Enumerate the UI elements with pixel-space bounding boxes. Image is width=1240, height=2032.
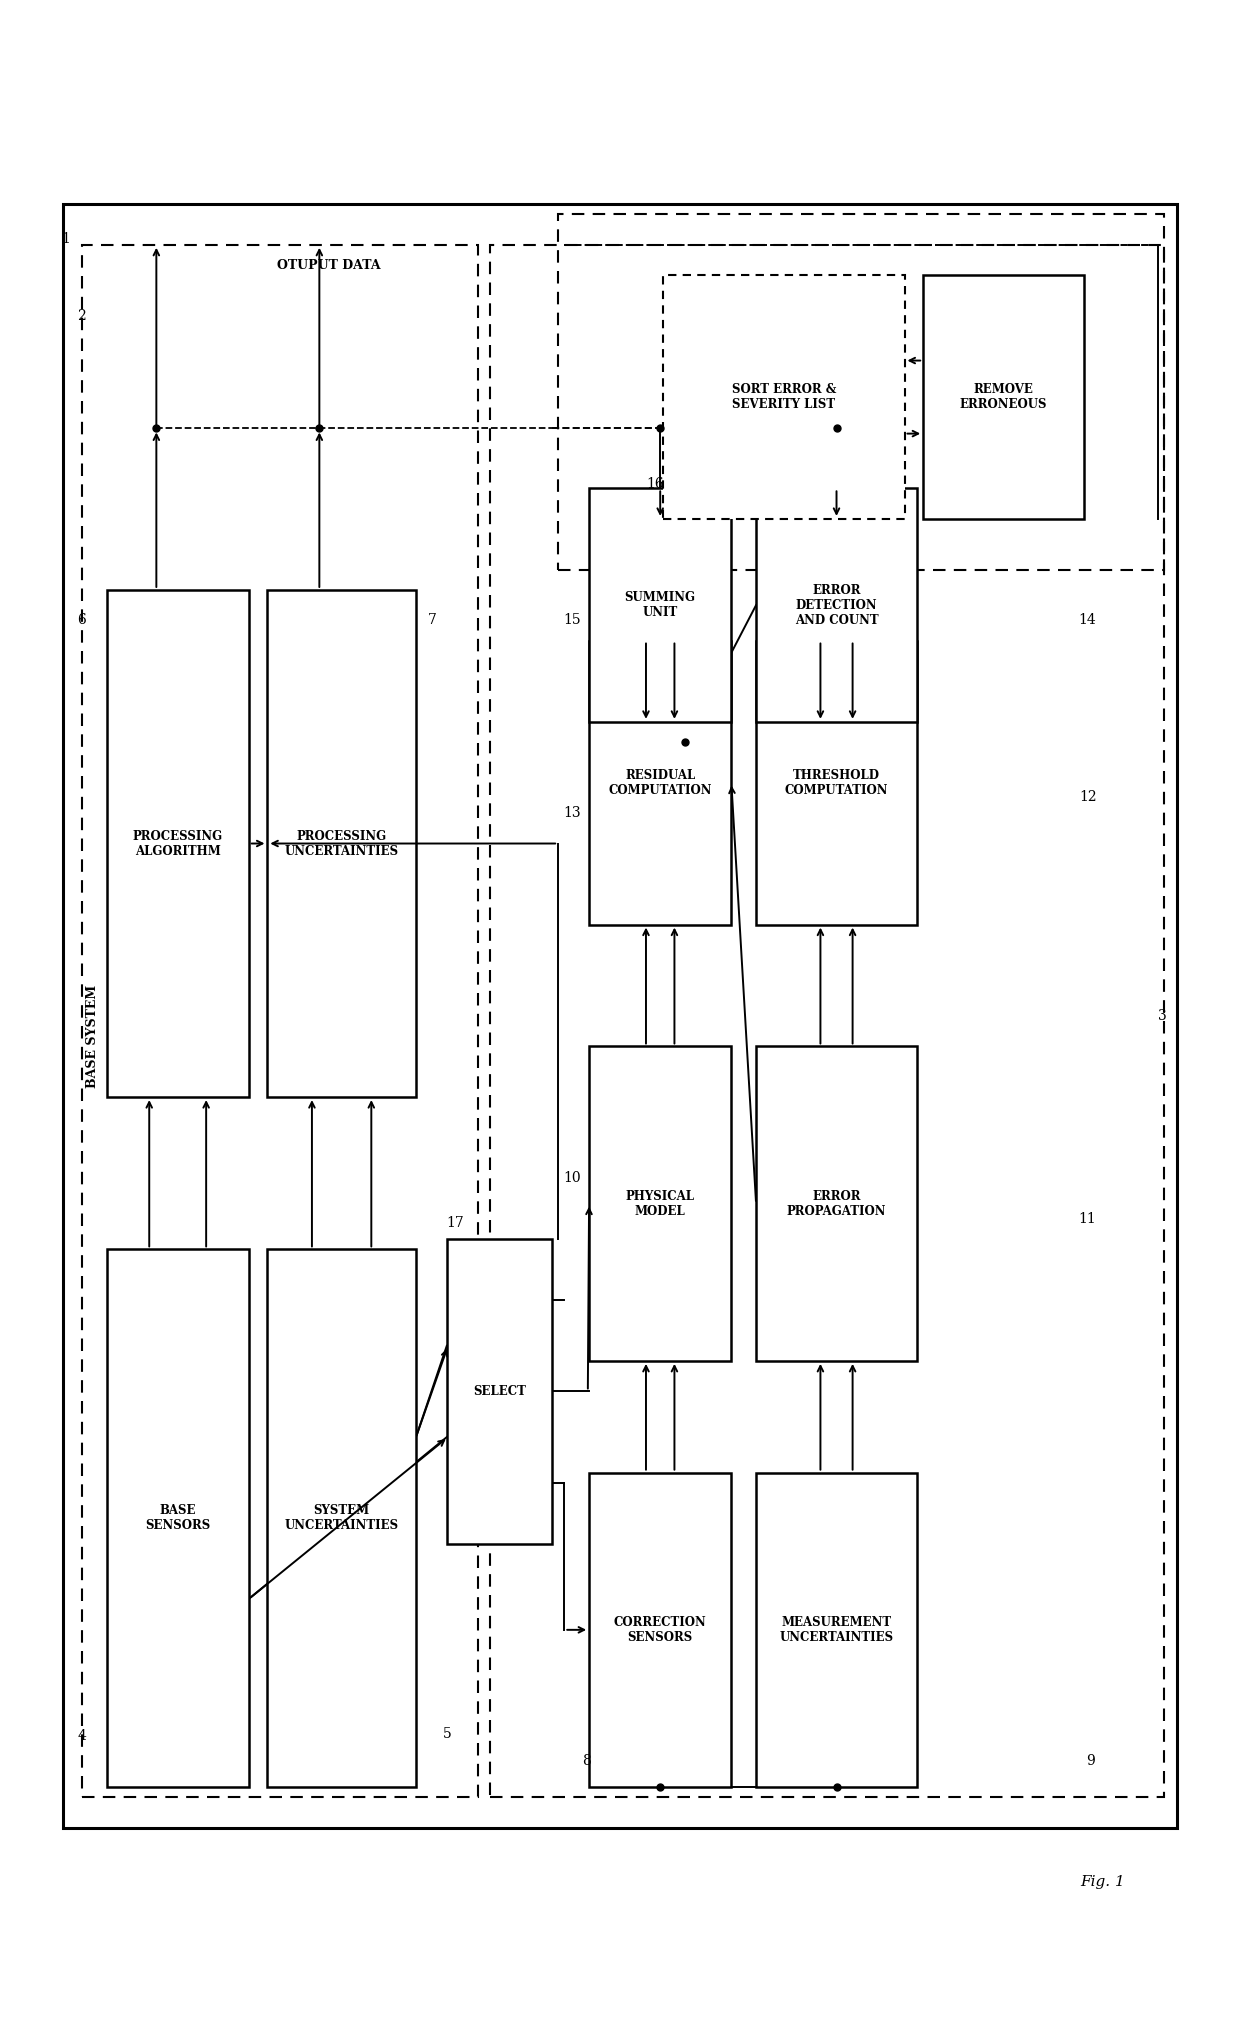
- Text: REMOVE
ERRONEOUS: REMOVE ERRONEOUS: [960, 384, 1048, 410]
- Text: 1: 1: [61, 232, 71, 246]
- Text: SUMMING
UNIT: SUMMING UNIT: [625, 591, 696, 620]
- Text: 14: 14: [1079, 614, 1096, 628]
- Text: Fig. 1: Fig. 1: [1080, 1876, 1125, 1890]
- Text: 8: 8: [583, 1754, 591, 1768]
- Text: 4: 4: [77, 1729, 87, 1743]
- FancyBboxPatch shape: [756, 1473, 916, 1786]
- Text: 7: 7: [428, 614, 436, 628]
- FancyBboxPatch shape: [589, 1473, 732, 1786]
- FancyBboxPatch shape: [756, 1046, 916, 1361]
- FancyBboxPatch shape: [756, 488, 916, 721]
- Text: ERROR
PROPAGATION: ERROR PROPAGATION: [786, 1189, 887, 1217]
- Text: SELECT: SELECT: [472, 1386, 526, 1398]
- Text: 3: 3: [1157, 1010, 1167, 1022]
- Text: 16: 16: [646, 478, 663, 492]
- FancyBboxPatch shape: [63, 205, 1177, 1827]
- Text: PHYSICAL
MODEL: PHYSICAL MODEL: [626, 1189, 694, 1217]
- Text: BASE
SENSORS: BASE SENSORS: [145, 1504, 211, 1532]
- FancyBboxPatch shape: [923, 274, 1084, 518]
- FancyBboxPatch shape: [756, 640, 916, 925]
- Text: BASE SYSTEM: BASE SYSTEM: [87, 986, 99, 1087]
- Text: 17: 17: [446, 1215, 464, 1229]
- FancyBboxPatch shape: [589, 488, 732, 721]
- FancyBboxPatch shape: [268, 1250, 415, 1786]
- FancyBboxPatch shape: [589, 640, 732, 925]
- Text: 11: 11: [1079, 1211, 1096, 1225]
- Text: RESIDUAL
COMPUTATION: RESIDUAL COMPUTATION: [609, 768, 712, 797]
- Text: 2: 2: [77, 309, 87, 323]
- Text: CORRECTION
SENSORS: CORRECTION SENSORS: [614, 1615, 707, 1644]
- Text: 13: 13: [563, 807, 580, 821]
- Text: SYSTEM
UNCERTAINTIES: SYSTEM UNCERTAINTIES: [284, 1504, 399, 1532]
- Text: SORT ERROR &
SEVERITY LIST: SORT ERROR & SEVERITY LIST: [732, 384, 836, 410]
- FancyBboxPatch shape: [663, 274, 904, 518]
- Text: ERROR
DETECTION
AND COUNT: ERROR DETECTION AND COUNT: [795, 583, 878, 626]
- Text: PROCESSING
UNCERTAINTIES: PROCESSING UNCERTAINTIES: [284, 829, 399, 858]
- Text: MEASUREMENT
UNCERTAINTIES: MEASUREMENT UNCERTAINTIES: [780, 1615, 894, 1644]
- Text: 10: 10: [563, 1170, 580, 1185]
- Text: OTUPUT DATA: OTUPUT DATA: [278, 258, 381, 272]
- FancyBboxPatch shape: [589, 1046, 732, 1361]
- Text: 12: 12: [1079, 790, 1096, 805]
- FancyBboxPatch shape: [446, 1240, 552, 1544]
- Text: 6: 6: [77, 614, 87, 628]
- Text: 5: 5: [443, 1727, 451, 1741]
- FancyBboxPatch shape: [107, 589, 249, 1097]
- Text: THRESHOLD
COMPUTATION: THRESHOLD COMPUTATION: [785, 768, 888, 797]
- Text: 9: 9: [1086, 1754, 1095, 1768]
- Text: 15: 15: [563, 614, 580, 628]
- FancyBboxPatch shape: [107, 1250, 249, 1786]
- Text: PROCESSING
ALGORITHM: PROCESSING ALGORITHM: [133, 829, 223, 858]
- FancyBboxPatch shape: [268, 589, 415, 1097]
